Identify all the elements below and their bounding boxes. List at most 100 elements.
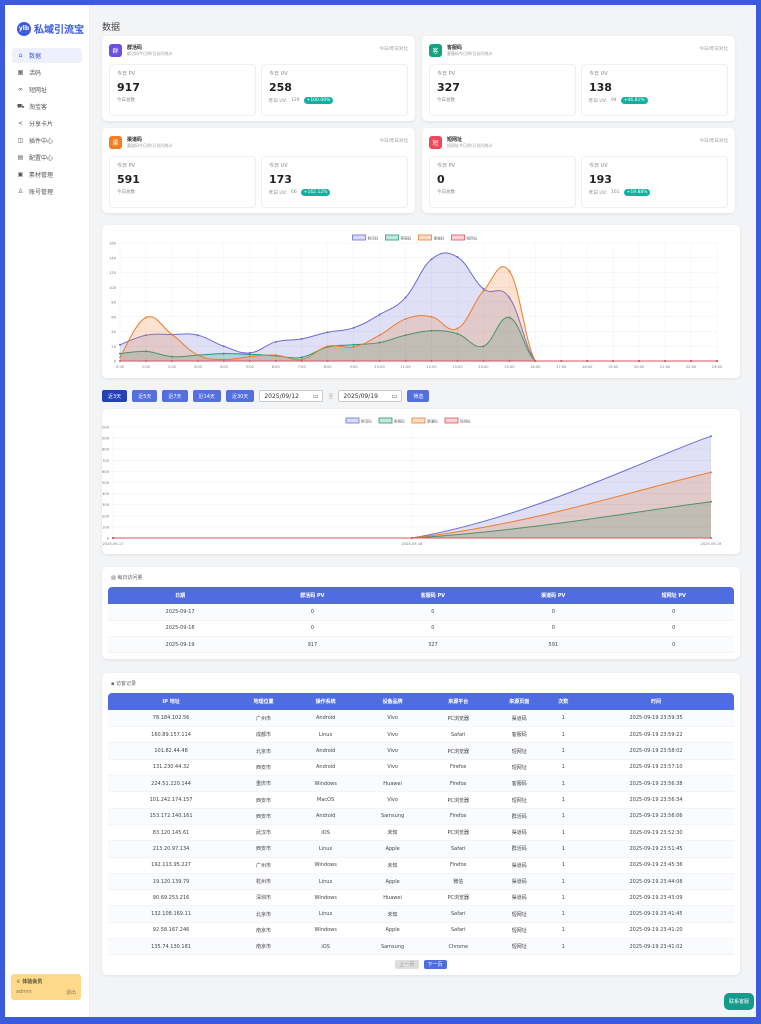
table-cell: 武汉市: [234, 824, 293, 842]
end-date-input[interactable]: 2025/09/19 ▭: [338, 390, 403, 402]
range-buttons: 近3天 近5天 近7天 近14天 近30天: [102, 390, 255, 402]
data-point: [274, 354, 277, 357]
data-point: [404, 334, 407, 337]
data-point: [710, 537, 712, 539]
data-point: [560, 360, 563, 362]
table-cell: 2025-09-19 23:59:22: [578, 726, 734, 744]
sidebar-nav: ⌂ 数据 ▦ 活码 ∞ 短网址 ⛟ 淘宝客 < 分享卡片 ◫ 插件中心 ▤ 配置中心 ▣ 素材管理 ♙ 账号管理: [5, 48, 89, 199]
data-point: [170, 360, 173, 362]
share-icon: <: [17, 120, 24, 127]
table-cell: 131.230.44.32: [108, 759, 235, 777]
column-header[interactable]: 短网址 PV: [613, 587, 734, 604]
x-tick-label: 14:00: [478, 365, 489, 369]
next-page-button[interactable]: 下一页: [423, 960, 447, 970]
column-header[interactable]: 操作系统: [292, 693, 359, 711]
app-frame: ylb 私域引流宝 ⌂ 数据 ▦ 活码 ∞ 短网址 ⛟ 淘宝客 < 分享卡片 ◫ 插件中心 ▤ 配置中心 ▣…: [5, 5, 756, 1017]
legend-label: 客服码: [401, 236, 412, 241]
table-row: 83.120.145.61 武汉市 iOS 未知 PC浏览器 渠道码 1 2025-09-19…: [108, 824, 734, 842]
data-point: [119, 343, 121, 346]
column-header[interactable]: 设备品牌: [358, 693, 427, 711]
x-tick-label: 21:00: [660, 365, 671, 369]
data-point: [690, 360, 693, 362]
username: admin: [16, 989, 32, 995]
data-point: [144, 360, 147, 362]
x-tick-label: 2025-09-17: [103, 542, 124, 546]
column-header[interactable]: 日期: [108, 587, 253, 604]
filter-submit-button[interactable]: 筛选: [407, 390, 430, 402]
sidebar-item-8[interactable]: ♙ 账号管理: [12, 184, 82, 199]
date-filter-bar: 近3天 近5天 近7天 近14天 近30天 2025/09/12 ▭ 至 2025/09/…: [102, 389, 740, 403]
data-point: [196, 360, 199, 362]
table-cell: Windows: [292, 857, 359, 874]
table-cell: 90.69.253.216: [108, 889, 235, 907]
table-cell: PC浏览器: [426, 791, 490, 809]
column-header[interactable]: 来源平台: [426, 693, 490, 711]
prev-page-button[interactable]: 上一页: [395, 960, 419, 970]
column-header[interactable]: 地理位置: [234, 693, 293, 711]
x-tick-label: 1:00: [142, 365, 151, 369]
column-header[interactable]: 来源页面: [489, 693, 549, 711]
pv-value: 917: [117, 81, 140, 94]
logo[interactable]: ylb 私域引流宝: [5, 5, 89, 36]
data-point: [248, 351, 251, 354]
table-cell: iOS: [292, 824, 359, 842]
table-cell: 1: [548, 889, 579, 907]
range-button[interactable]: 近30天: [225, 390, 255, 402]
sidebar-item-4[interactable]: < 分享卡片: [12, 116, 82, 131]
sidebar-item-7[interactable]: ▣ 素材管理: [12, 167, 82, 182]
table-cell: 西安市: [234, 840, 293, 858]
table-cell: Windows: [292, 889, 359, 907]
table-cell: 78.184.102.56: [108, 710, 235, 728]
table-cell: 132.108.169.11: [108, 905, 235, 923]
range-button[interactable]: 近3天: [102, 390, 128, 402]
sidebar-item-1[interactable]: ▦ 活码: [12, 65, 82, 80]
data-point: [378, 313, 381, 316]
uv-box: 今日 UV 193 昨日 UV: 161 +19.88%: [581, 156, 728, 208]
link-icon: ∞: [18, 86, 23, 93]
x-tick-label: 15:00: [504, 365, 515, 369]
start-date-input[interactable]: 2025/09/12 ▭: [259, 390, 324, 402]
legend-label: 渠道码: [434, 236, 445, 241]
column-header[interactable]: 渠道码 PV: [493, 587, 614, 604]
table-cell: Linux: [292, 905, 359, 923]
table-cell: 0: [372, 604, 494, 621]
column-header[interactable]: 客服码 PV: [372, 587, 494, 604]
table-cell: PC浏览器: [426, 889, 490, 907]
table-cell: 327: [372, 636, 494, 654]
sidebar-item-2[interactable]: ∞ 短网址: [12, 82, 82, 97]
legend-swatch: [385, 234, 399, 241]
stat-subtitle: 群活码今日/昨日访问统计: [127, 50, 173, 56]
sidebar-item-3[interactable]: ⛟ 淘宝客: [12, 99, 82, 114]
column-header[interactable]: IP 地址: [108, 693, 235, 711]
range-button[interactable]: 近5天: [132, 390, 158, 402]
contact-service-button[interactable]: 联系客服: [723, 993, 754, 1010]
table-cell: 渠道码: [489, 889, 549, 907]
sidebar-item-5[interactable]: ◫ 插件中心: [12, 133, 82, 148]
column-header[interactable]: 时间: [578, 693, 734, 711]
daily-chart-card: 0 100 200 300 400 500 600 700 800 900 1 000 2025-09…: [99, 409, 740, 554]
column-header[interactable]: 群活码 PV: [252, 587, 373, 604]
data-point: [456, 360, 459, 362]
logout-link[interactable]: 退出: [65, 990, 76, 996]
uv-box: 今日 UV 138 昨日 UV: 94 +46.81%: [581, 64, 728, 116]
table-cell: Safari: [426, 922, 490, 940]
sidebar-item-6[interactable]: ▤ 配置中心: [12, 150, 82, 165]
stat-name: 短网址: [447, 136, 463, 143]
data-point: [508, 270, 511, 273]
column-header[interactable]: 次数: [548, 693, 579, 711]
pv-box: 今日 PV 917 今日总数: [109, 64, 256, 116]
data-point: [196, 354, 199, 357]
data-point: [119, 352, 121, 355]
sidebar-item-0[interactable]: ⌂ 数据: [12, 48, 82, 63]
calendar-icon: ▭: [391, 392, 398, 400]
range-button[interactable]: 近7天: [162, 390, 188, 402]
data-point: [456, 256, 459, 259]
data-point: [404, 296, 407, 299]
table-cell: 917: [252, 636, 373, 654]
data-point: [170, 333, 173, 336]
table-row: 101.82.44.48 北京市 Android Vivo PC浏览器 短网址 1 2025-…: [108, 742, 734, 760]
range-button[interactable]: 近14天: [192, 390, 221, 402]
table-cell: 0: [613, 604, 734, 621]
data-point: [300, 358, 303, 361]
y-tick-label: 500: [102, 481, 110, 485]
